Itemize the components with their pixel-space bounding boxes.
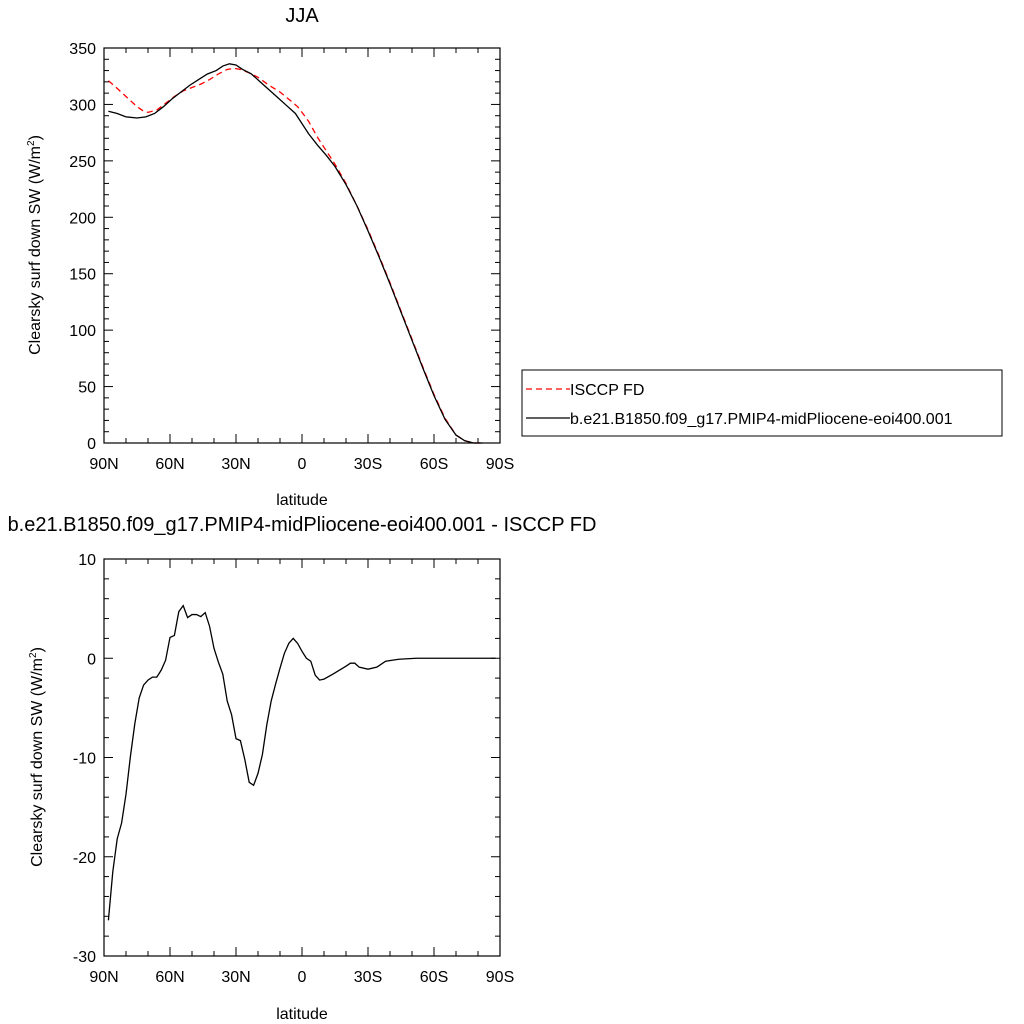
top-xtick-label-2: 30N xyxy=(221,456,250,473)
bottom-plot-frame xyxy=(103,558,501,957)
bottom-xtick-label-6: 90S xyxy=(486,969,514,986)
top-ytick-label-0: 0 xyxy=(87,436,96,453)
bottom-xlabel: latitude xyxy=(276,1006,328,1023)
bottom-xtick-label-5: 60S xyxy=(420,969,448,986)
bottom-xtick-label-1: 60N xyxy=(155,969,184,986)
top-ytick-label-3: 150 xyxy=(69,267,96,284)
top-xtick-label-1: 60N xyxy=(155,456,184,473)
bottom-series-line-0 xyxy=(107,604,496,921)
top-series-layer xyxy=(107,63,483,444)
legend-label-model: b.e21.B1850.f09_g17.PMIP4-midPliocene-eo… xyxy=(570,411,953,428)
bottom-ytick-label-3: 0 xyxy=(87,651,96,668)
bottom-ytick-label-4: 10 xyxy=(78,552,96,569)
bottom-chart: b.e21.B1850.f09_g17.PMIP4-midPliocene-eo… xyxy=(8,514,597,1023)
top-xtick-label-0: 90N xyxy=(89,456,118,473)
top-xlabel: latitude xyxy=(276,492,328,509)
bottom-xtick-label-4: 30S xyxy=(354,969,382,986)
legend-box xyxy=(521,369,1003,437)
top-series-line-0 xyxy=(107,67,483,444)
top-ytick-label-7: 350 xyxy=(69,41,96,58)
top-xtick-label-3: 0 xyxy=(298,456,307,473)
legend-label-isccp-fd: ISCCP FD xyxy=(570,382,644,399)
top-ytick-label-2: 100 xyxy=(69,323,96,340)
bottom-xtick-label-2: 30N xyxy=(221,969,250,986)
top-ytick-label-6: 300 xyxy=(69,97,96,114)
top-ytick-label-4: 200 xyxy=(69,210,96,227)
top-xtick-label-5: 60S xyxy=(420,456,448,473)
top-chart-title: JJA xyxy=(285,5,319,27)
top-xtick-label-4: 30S xyxy=(354,456,382,473)
bottom-ytick-label-1: -20 xyxy=(73,850,96,867)
bottom-ytick-label-2: -10 xyxy=(73,751,96,768)
bottom-series-layer xyxy=(107,604,496,921)
top-chart: JJA 90N 60N 30N 0 30S 60S 90S 0 50 100 150 200 250 30… xyxy=(26,5,514,509)
bottom-chart-title: b.e21.B1850.f09_g17.PMIP4-midPliocene-eo… xyxy=(8,514,597,536)
legend: ISCCP FD b.e21.B1850.f09_g17.PMIP4-midPl… xyxy=(521,369,1003,437)
top-series-line-1 xyxy=(108,63,483,444)
top-ytick-label-1: 50 xyxy=(78,380,96,397)
bottom-ytick-label-0: -30 xyxy=(73,949,96,966)
top-ytick-label-5: 250 xyxy=(69,154,96,171)
top-axes: 90N 60N 30N 0 30S 60S 90S 0 50 100 150 200 250 300 350 xyxy=(69,41,514,473)
bottom-xtick-label-3: 0 xyxy=(298,969,307,986)
top-xtick-label-6: 90S xyxy=(486,456,514,473)
top-ylabel: Clearsky surf down SW (W/m2) xyxy=(26,135,44,355)
bottom-xtick-label-0: 90N xyxy=(89,969,118,986)
bottom-axes: 90N 60N 30N 0 30S 60S 90S -30 -20 -10 0 10 xyxy=(73,552,514,986)
bottom-ylabel: Clearsky surf down SW (W/m2) xyxy=(28,647,46,867)
